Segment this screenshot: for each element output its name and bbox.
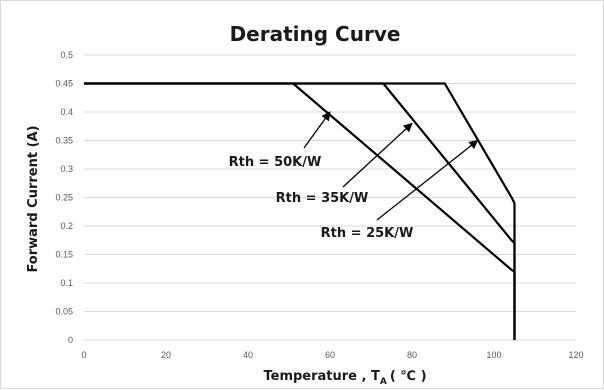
series-line-1 bbox=[84, 82, 516, 340]
y-tick-label-7: 0.35 bbox=[55, 136, 73, 146]
x-tick-label-6: 120 bbox=[568, 350, 583, 360]
y-tick-label-4: 0.2 bbox=[60, 221, 73, 231]
x-axis-label: Temperature , TA( ℃ ) bbox=[263, 369, 426, 387]
annotations: Rth = 50K/W Rth = 35K/W Rth = 25K/W bbox=[229, 111, 479, 241]
x-axis-label-subscript: A bbox=[380, 377, 387, 387]
x-tick-label-4: 80 bbox=[407, 350, 417, 360]
y-axis-label: Forward Current (A) bbox=[26, 125, 41, 272]
annotation-label-0: Rth = 50K/W bbox=[229, 155, 322, 170]
x-axis-label-main: Temperature , T bbox=[263, 369, 379, 384]
annotation-arrow-2 bbox=[376, 139, 479, 221]
y-tick-label-5: 0.25 bbox=[55, 193, 73, 203]
y-tick-label-8: 0.4 bbox=[60, 107, 73, 117]
series-line-2 bbox=[84, 82, 516, 340]
annotation-label-2: Rth = 25K/W bbox=[321, 226, 414, 241]
y-tick-label-10: 0.5 bbox=[60, 50, 73, 60]
y-tick-label-2: 0.1 bbox=[60, 278, 73, 288]
x-tick-label-2: 40 bbox=[243, 350, 253, 360]
x-tick-label-3: 60 bbox=[325, 350, 335, 360]
annotation-arrow-1 bbox=[342, 122, 413, 188]
x-tick-label-5: 100 bbox=[486, 350, 501, 360]
chart-title: Derating Curve bbox=[230, 22, 401, 46]
x-tick-label-0: 0 bbox=[81, 350, 86, 360]
x-tick-label-1: 20 bbox=[161, 350, 171, 360]
y-tick-label-6: 0.3 bbox=[60, 164, 73, 174]
series-line-0 bbox=[84, 82, 516, 340]
y-tick-label-3: 0.15 bbox=[55, 250, 73, 260]
y-tick-label-9: 0.45 bbox=[55, 79, 73, 89]
y-tick-label-1: 0.05 bbox=[55, 307, 73, 317]
series-lines bbox=[84, 82, 516, 340]
annotation-label-1: Rth = 35K/W bbox=[276, 191, 369, 206]
y-tick-label-0: 0 bbox=[68, 335, 73, 345]
x-axis-label-unit: ( ℃ ) bbox=[390, 369, 427, 384]
tick-labels: 0 0.05 0.1 0.15 0.2 0.25 0.3 0.35 0.4 0.45 0.5 0 20 4… bbox=[55, 50, 583, 360]
annotation-arrow-0 bbox=[303, 111, 331, 149]
